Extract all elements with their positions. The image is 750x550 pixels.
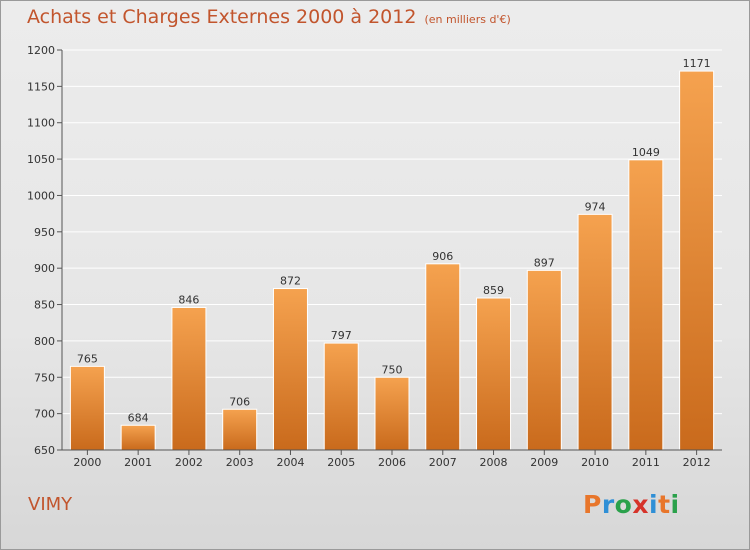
x-tick-label: 2004 (276, 456, 304, 469)
bars: 765 684 846 706 872 797 750 906 859 897 974 1049 117… (69, 57, 715, 451)
bar-2000 (69, 365, 105, 451)
x-tick-label: 2007 (429, 456, 457, 469)
bar-2002 (171, 306, 207, 451)
y-tick-label: 1000 (27, 189, 55, 202)
bar-2010 (577, 213, 613, 451)
x-axis: 2000 2001 2002 2003 2004 2005 2006 2007 2008 2009… (62, 449, 722, 469)
bar-2011 (628, 159, 664, 451)
y-tick-label: 950 (34, 226, 55, 239)
bar-value-label: 1049 (632, 146, 660, 159)
bar-value-label: 1171 (683, 57, 711, 70)
y-tick-label: 850 (34, 299, 55, 312)
y-tick-label: 1100 (27, 117, 55, 130)
chart-title-text: Achats et Charges Externes 2000 à 2012 (27, 6, 417, 28)
logo-letter: P (583, 490, 602, 519)
x-tick-label: 2010 (581, 456, 609, 469)
logo-letter: i (670, 490, 680, 519)
y-tick-label: 1150 (27, 80, 55, 93)
bar-2001 (120, 424, 156, 451)
bar-value-label: 897 (534, 256, 555, 269)
bar-value-label: 765 (77, 352, 98, 365)
logo-letter: i (649, 490, 659, 519)
chart-subtitle: (en milliers d'€) (424, 13, 511, 26)
bar-value-label: 859 (483, 284, 504, 297)
bar-2008 (476, 297, 512, 451)
y-tick-label: 1050 (27, 153, 55, 166)
bar-2012 (679, 70, 715, 451)
y-tick-label: 800 (34, 335, 55, 348)
bar-value-label: 797 (331, 329, 352, 342)
city-name: VIMY (28, 494, 73, 515)
bar-2003 (222, 408, 258, 451)
x-tick-label: 2002 (175, 456, 203, 469)
bar-value-label: 706 (229, 395, 250, 408)
x-tick-label: 2006 (378, 456, 406, 469)
bar-value-label: 684 (128, 411, 149, 424)
x-tick-label: 2011 (632, 456, 660, 469)
logo-letter: o (614, 490, 633, 519)
bar-value-label: 750 (382, 363, 403, 376)
bar-value-label: 906 (432, 250, 453, 263)
y-tick-label: 650 (34, 444, 55, 457)
x-tick-label: 2000 (73, 456, 101, 469)
chart-title: Achats et Charges Externes 2000 à 2012 (e… (27, 6, 511, 28)
y-axis: 650 700 750 800 850 900 950 1000 1050 1100 1150 120… (27, 44, 63, 457)
bar-value-label: 846 (178, 293, 199, 306)
x-tick-label: 2001 (124, 456, 152, 469)
y-tick-label: 700 (34, 408, 55, 421)
logo-letter: t (658, 490, 671, 519)
proxiti-logo: Proxiti (583, 490, 680, 519)
y-tick-label: 1200 (27, 44, 55, 57)
bar-value-label: 974 (585, 200, 606, 213)
x-tick-label: 2009 (530, 456, 558, 469)
bar-2009 (526, 269, 562, 451)
logo-letter: x (632, 490, 649, 519)
bar-2006 (374, 376, 410, 451)
logo-letter: r (601, 490, 615, 519)
bar-value-label: 872 (280, 275, 301, 288)
bar-2007 (425, 263, 461, 451)
y-tick-label: 750 (34, 371, 55, 384)
x-tick-label: 2005 (327, 456, 355, 469)
x-tick-label: 2003 (226, 456, 254, 469)
bar-2005 (323, 342, 359, 451)
x-tick-label: 2012 (683, 456, 711, 469)
y-tick-label: 900 (34, 262, 55, 275)
bar-2004 (272, 288, 308, 451)
x-tick-label: 2008 (480, 456, 508, 469)
